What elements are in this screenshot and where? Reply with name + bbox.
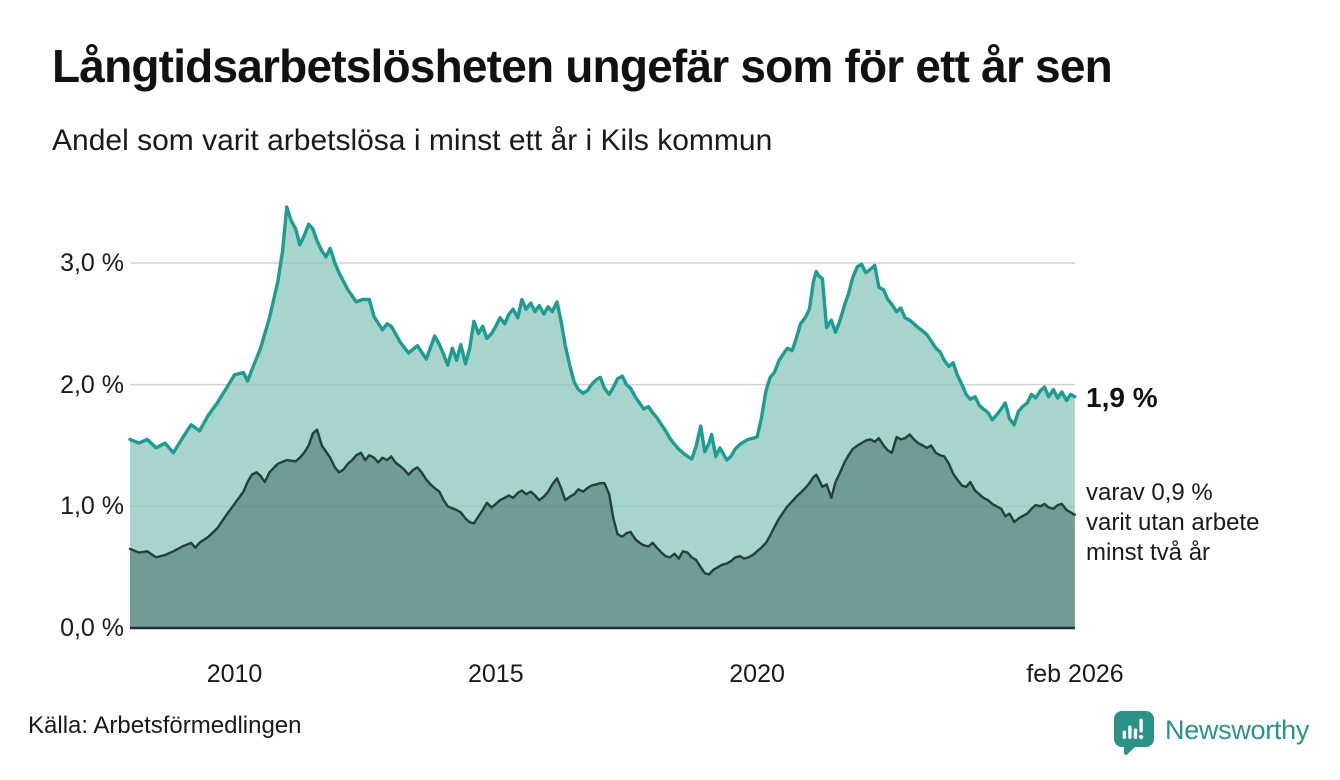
y-axis-label: 3,0 %	[60, 248, 124, 277]
secondary-value-line: minst två år	[1086, 539, 1211, 566]
x-axis-label: 2020	[729, 660, 785, 688]
x-axis-label: 2015	[468, 660, 524, 688]
newsworthy-logo: Newsworthy	[1113, 710, 1309, 761]
chart-subtitle: Andel som varit arbetslösa i minst ett å…	[52, 124, 773, 157]
secondary-value-line: varav 0,9 %	[1086, 479, 1213, 506]
area-two-years	[130, 429, 1075, 628]
page-title: Långtidsarbetslösheten ungefär som för e…	[52, 40, 1113, 92]
secondary-value-line: varit utan arbete	[1086, 509, 1260, 536]
x-axis-label: 2010	[206, 660, 263, 688]
secondary-value-label: varav 0,9 % varit utan arbete minst två …	[1086, 478, 1259, 568]
y-axis-label: 2,0 %	[60, 370, 124, 399]
latest-value-label: 1,9 %	[1086, 382, 1158, 413]
y-axis-label: 0,0 %	[60, 614, 124, 642]
line-two-years	[128, 428, 1076, 576]
newsworthy-icon	[1113, 710, 1155, 761]
line-total	[128, 205, 1077, 462]
x-axis-label: feb 2026	[1026, 660, 1124, 688]
source-note: Källa: Arbetsförmedlingen	[28, 712, 302, 739]
newsworthy-wordmark: Newsworthy	[1165, 715, 1310, 745]
y-axis-label: 1,0 %	[60, 492, 124, 521]
